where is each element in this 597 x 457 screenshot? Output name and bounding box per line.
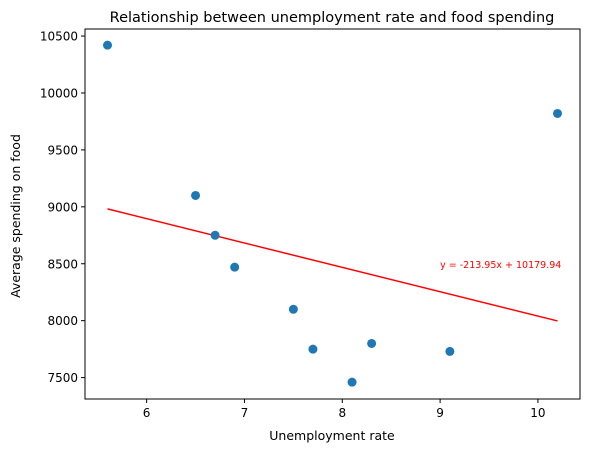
- data-point: [210, 230, 220, 240]
- trendline-group: [107, 208, 558, 322]
- data-point: [308, 344, 318, 354]
- y-tick-label: 8000: [47, 314, 78, 328]
- data-point: [347, 377, 357, 387]
- trendline: [107, 208, 558, 322]
- data-point: [230, 262, 240, 272]
- data-point: [191, 190, 201, 200]
- y-tick-label: 9500: [47, 143, 78, 157]
- data-point: [288, 304, 298, 314]
- axis-ticks: 6 7 8 9 10 7500 8000 8500 9000 9500 10000 10500: [40, 30, 546, 420]
- data-point: [445, 346, 455, 356]
- y-axis-label: Average spending on food: [8, 134, 23, 298]
- chart-title: Relationship between unemployment rate a…: [110, 10, 555, 26]
- plot-area-frame: [84, 28, 581, 400]
- x-axis-label: Unemployment rate: [269, 428, 395, 443]
- x-tick-label: 8: [338, 406, 346, 420]
- data-point: [103, 40, 112, 50]
- y-tick-label: 8500: [47, 257, 78, 271]
- y-tick-label: 9000: [47, 200, 78, 214]
- data-point: [367, 338, 377, 348]
- x-tick-label: 10: [530, 406, 545, 420]
- x-tick-label: 7: [241, 406, 249, 420]
- data-points: [103, 40, 562, 387]
- y-tick-label: 10500: [40, 30, 78, 44]
- trendline-equation-label: y = -213.95x + 10179.94: [440, 260, 561, 271]
- data-point: [553, 108, 562, 118]
- y-tick-label: 10000: [40, 86, 78, 100]
- x-tick-label: 9: [436, 406, 444, 420]
- y-tick-label: 7500: [47, 371, 78, 385]
- x-tick-label: 6: [143, 406, 151, 420]
